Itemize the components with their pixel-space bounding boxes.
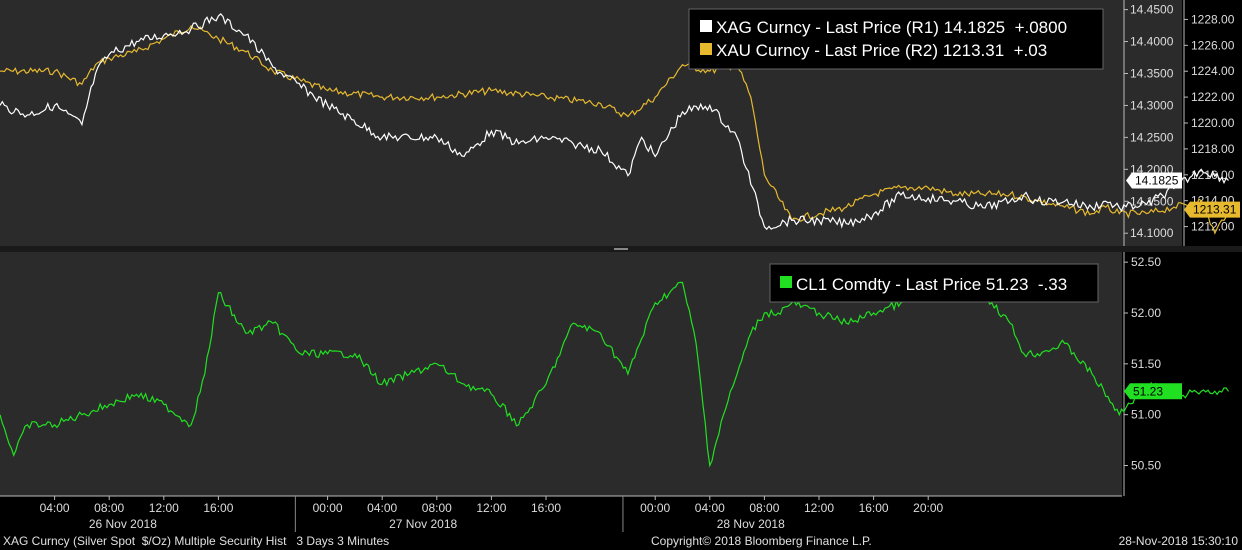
- gold-legend-text: XAU Curncy - Last Price (R2) 1213.31 +.0…: [716, 41, 1047, 60]
- x-hour-label: 04:00: [367, 501, 397, 515]
- gold-price-line: [0, 24, 1230, 235]
- top-series-group: [0, 13, 1230, 235]
- bottom-legend[interactable]: CL1 Comdty - Last Price 51.23 -.33: [769, 263, 1099, 303]
- oil-legend-text: CL1 Comdty - Last Price 51.23 -.33: [796, 275, 1067, 294]
- x-hour-label: 12:00: [804, 501, 834, 515]
- x-day-label: 27 Nov 2018: [389, 517, 457, 531]
- oil-last-tag-text: 51.23: [1133, 384, 1163, 398]
- r1-tick-label: 14.3500: [1130, 66, 1174, 80]
- oil-tick-label: 52.50: [1131, 255, 1161, 269]
- r2-tick-label: 1222.00: [1191, 90, 1235, 104]
- r1-tick-labels: 14.450014.400014.350014.300014.250014.20…: [1124, 3, 1174, 240]
- r1-tick-label: 14.4500: [1130, 3, 1174, 17]
- footer-copyright: Copyright© 2018 Bloomberg Finance L.P.: [651, 534, 872, 548]
- x-day-label: 26 Nov 2018: [89, 517, 157, 531]
- r2-tick-label: 1220.00: [1191, 116, 1235, 130]
- x-hour-label: 08:00: [749, 501, 779, 515]
- gold-legend-swatch: [700, 43, 712, 55]
- x-hour-label: 16:00: [531, 501, 561, 515]
- bottom-series-group: [0, 270, 1229, 468]
- r2-tick-label: 1228.00: [1191, 12, 1235, 26]
- r2-tick-label: 1218.00: [1191, 142, 1235, 156]
- x-day-label: 28 Nov 2018: [717, 517, 785, 531]
- silver-last-tag-text: 14.1825: [1135, 174, 1179, 188]
- r1-tick-label: 14.1000: [1130, 226, 1174, 240]
- bottom-legend-box: [769, 263, 1099, 303]
- oil-tick-labels: 52.50 52.00 51.50 51.00 50.50: [1124, 255, 1161, 473]
- silver-legend-text: XAG Curncy - Last Price (R1) 14.1825 +.0…: [716, 18, 1067, 37]
- gold-last-tag-shape: [1184, 201, 1240, 218]
- silver-last-tag-shape: [1126, 172, 1182, 189]
- r1-tick-label: 14.4000: [1130, 35, 1174, 49]
- r1-tick-label: 14.2500: [1130, 130, 1174, 144]
- x-hour-label: 12:00: [476, 501, 506, 515]
- oil-price-line: [0, 270, 1229, 468]
- r2-tick-label: 1226.00: [1191, 38, 1235, 52]
- x-axis: 04:00 08:00 12:00 16:00 00:00 04:00 08:00 12:00…: [0, 495, 1122, 532]
- gold-last-tag: 1213.31: [1184, 201, 1240, 218]
- last-value-tags: 14.1825 1213.31 51.23: [1124, 172, 1240, 400]
- r2-tick-labels: 1228.00 1226.00 1224.00 1222.00 1220.00 1218.…: [1184, 12, 1235, 234]
- oil-legend-swatch: [780, 276, 792, 288]
- x-hour-label: 08:00: [94, 501, 124, 515]
- silver-price-line: [0, 13, 1229, 231]
- x-hour-label: 00:00: [640, 501, 670, 515]
- x-hour-label: 12:00: [149, 501, 179, 515]
- oil-tick-label: 50.50: [1131, 459, 1161, 473]
- oil-tick-label: 52.00: [1131, 306, 1161, 320]
- x-hour-label: 16:00: [203, 501, 233, 515]
- x-hour-label: 08:00: [422, 501, 452, 515]
- x-hour-label: 04:00: [40, 501, 70, 515]
- r2-tick-label: 1224.00: [1191, 64, 1235, 78]
- oil-last-tag-shape: [1124, 383, 1182, 400]
- oil-last-tag: 51.23: [1124, 383, 1182, 400]
- top-legend-box: [688, 8, 1104, 70]
- silver-legend-swatch: [700, 20, 712, 32]
- oil-tick-label: 51.00: [1131, 408, 1161, 422]
- silver-last-tag: 14.1825: [1126, 172, 1182, 189]
- r1-tick-label: 14.3000: [1130, 98, 1174, 112]
- top-legend[interactable]: XAG Curncy - Last Price (R1) 14.1825 +.0…: [688, 8, 1104, 70]
- footer-description: XAG Curncy (Silver Spot $/Oz) Multiple S…: [3, 534, 389, 548]
- x-hour-label: 16:00: [859, 501, 889, 515]
- x-hour-label: 04:00: [695, 501, 725, 515]
- gold-last-tag-text: 1213.31: [1193, 203, 1237, 217]
- footer-timestamp: 28-Nov-2018 15:30:10: [1119, 534, 1239, 548]
- x-hour-label: 00:00: [313, 501, 343, 515]
- x-hour-label: 20:00: [913, 501, 943, 515]
- oil-tick-label: 51.50: [1131, 357, 1161, 371]
